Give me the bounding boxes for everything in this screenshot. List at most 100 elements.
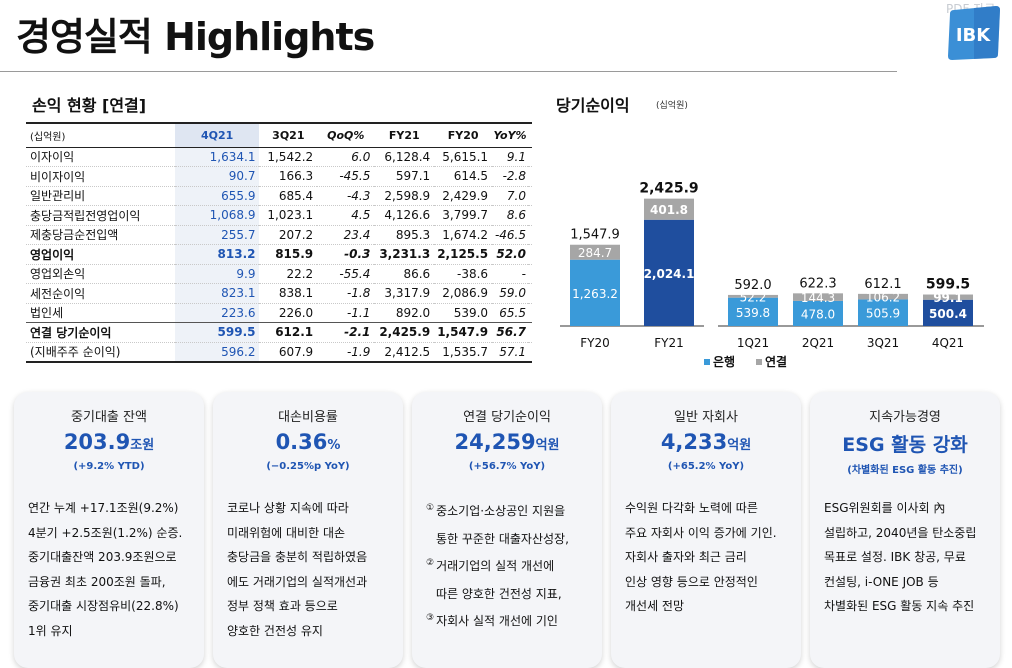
label-consol-fy21: 401.8 xyxy=(650,203,688,217)
cell-fy20: 2,086.9 xyxy=(434,283,493,304)
card-subtitle: (+9.2% YTD) xyxy=(73,461,145,472)
card-body-line: 정부 정책 효과 등으로 xyxy=(227,599,338,613)
income-table-title: 손익 현황 [연결] xyxy=(32,96,147,115)
kpi-card-net-income: 연결 당기순이익 24,259억원 (+56.7% YoY) ① 중소기업·소상공인 지… xyxy=(412,392,602,668)
table-row: 연결 당기순이익 599.5 612.1 -2.1 2,425.9 1,547.9 56.7 xyxy=(26,322,532,343)
tick-label-fy21: FY21 xyxy=(654,336,684,350)
list-marker: ② xyxy=(426,558,435,568)
card-body-line: 충당금을 충분히 적립하였음 xyxy=(227,550,368,564)
page-title: 경영실적 Highlights xyxy=(16,15,375,59)
cell-fy21: 2,598.9 xyxy=(374,186,435,206)
col-header-fy20: FY20 xyxy=(434,122,493,148)
kpi-card-esg: 지속가능경영 ESG 활동 강화 (차별화된 ESG 활동 추진) ESG위원회를 이… xyxy=(810,392,1000,668)
bar-bank-fy20 xyxy=(570,259,620,326)
bar-bank-fy21 xyxy=(644,219,694,326)
cell-4q21: 223.6 xyxy=(174,303,260,323)
table-row: 비이자이익 90.7 166.3 -45.5 597.1 614.5 -2.8 xyxy=(26,166,532,187)
label-consol-fy20: 284.7 xyxy=(578,246,612,260)
cell-3q21: 166.3 xyxy=(259,166,318,187)
card-body-line: 연간 누계 +17.1조원(9.2%) xyxy=(28,501,179,515)
cell-fy20: 2,125.5 xyxy=(434,244,493,265)
cell-qoq-pct: -55.4 xyxy=(317,264,375,284)
cell-fy20: 614.5 xyxy=(434,166,493,187)
cell-yoy-pct: -46.5 xyxy=(492,225,528,245)
list-text: 거래기업의 실적 개선에 xyxy=(436,559,555,573)
label-bank-1q21: 539.8 xyxy=(736,306,770,320)
row-label: 영업이익 xyxy=(26,244,175,265)
row-pad xyxy=(528,322,532,343)
card-body-line: 따른 양호한 건전성 지표, xyxy=(426,579,604,607)
bar-consol-fy21 xyxy=(644,198,694,220)
bar-bank-1q21 xyxy=(728,297,778,326)
table-row: 일반관리비 655.9 685.4 -4.3 2,598.9 2,429.9 7.0 xyxy=(26,186,532,206)
card-body-line: 미래위험에 대비한 대손 xyxy=(227,525,346,540)
cell-3q21: 815.9 xyxy=(259,244,318,265)
card-subtitle: (+56.7% YoY) xyxy=(468,461,546,472)
col-header-4q21: 4Q21 xyxy=(174,122,260,148)
cell-fy21: 892.0 xyxy=(374,303,435,323)
card-value-unit: 억원 xyxy=(727,438,752,453)
card-body-line: ② 거래기업의 실적 개선에 xyxy=(426,551,604,579)
card-body-line: 에도 거래기업의 실적개선과 xyxy=(227,574,368,589)
cell-4q21: 823.1 xyxy=(174,283,260,304)
cell-4q21: 596.2 xyxy=(174,342,260,363)
row-pad xyxy=(528,264,532,284)
title-divider xyxy=(0,71,897,72)
card-body: ESG위원회를 이사회 內 설립하고, 2040년을 탄소중립 목표로 설정. IB… xyxy=(824,496,1002,619)
row-label: 연결 당기순이익 xyxy=(26,322,175,343)
net-income-chart: 1,263.2 284.7 1,547.9 FY20 2,024.1 401.8 2,425… xyxy=(560,181,984,369)
cell-yoy-pct: -2.8 xyxy=(492,166,528,187)
label-total-fy20: 1,547.9 xyxy=(570,228,620,243)
card-value: 4,233억원 xyxy=(611,430,801,454)
cell-yoy-pct: 56.7 xyxy=(492,322,528,343)
card-body: ① 중소기업·소상공인 지원을 통한 꾸준한 대출자산성장, ② 거래기업의 실적 개선… xyxy=(426,496,604,634)
col-header-yoy: YoY% xyxy=(492,122,528,148)
list-text: 따른 양호한 건전성 지표, xyxy=(436,586,562,601)
card-value-number: 203.9 xyxy=(63,430,131,454)
cell-4q21: 599.5 xyxy=(174,322,260,343)
cell-qoq-pct: -45.5 xyxy=(317,166,375,187)
row-label: 제충당금순전입액 xyxy=(26,225,175,245)
table-row: 충당금적립전영업이익 1,068.9 1,023.1 4.5 4,126.6 3,799.… xyxy=(26,205,532,226)
card-title: 대손비용률 xyxy=(278,410,338,425)
card-value: 203.9조원 xyxy=(14,430,204,454)
row-pad xyxy=(528,244,532,265)
cell-4q21: 9.9 xyxy=(174,264,260,284)
cell-4q21: 1,634.1 xyxy=(174,147,260,167)
cell-4q21: 90.7 xyxy=(174,166,260,187)
cell-qoq-pct: 4.5 xyxy=(317,205,375,226)
cell-3q21: 612.1 xyxy=(259,322,318,343)
cell-yoy-pct: 57.1 xyxy=(492,342,528,363)
list-marker: ③ xyxy=(426,613,435,623)
row-label: 법인세 xyxy=(26,303,175,323)
table-row: 영업외손익 9.9 22.2 -55.4 86.6 -38.6- xyxy=(26,264,532,284)
card-body-line: 중기대출잔액 203.9조원으로 xyxy=(28,550,177,564)
card-value-number: ESG 활동 강화 xyxy=(842,434,968,456)
table-row: 제충당금순전입액 255.7 207.2 23.4 895.3 1,674.2 -46.5 xyxy=(26,225,532,245)
card-value-unit: % xyxy=(327,438,341,453)
col-header-3q21: 3Q21 xyxy=(259,122,318,148)
cell-fy20: 1,674.2 xyxy=(434,225,493,245)
row-pad xyxy=(528,303,532,323)
label-consol-3q21: 106.2 xyxy=(866,291,900,305)
cell-yoy-pct: 8.6 xyxy=(492,205,528,226)
card-title: 연결 당기순이익 xyxy=(463,410,551,425)
card-value: 24,259억원 xyxy=(412,430,602,454)
cell-3q21: 22.2 xyxy=(259,264,318,284)
table-row: 이자이익 1,634.1 1,542.2 6.0 6,128.4 5,615.1 9.1 xyxy=(26,147,532,167)
table-row: 영업이익 813.2 815.9 -0.3 3,231.3 2,125.5 52.0 xyxy=(26,244,532,265)
card-subtitle: (차별화된 ESG 활동 추진) xyxy=(847,465,963,476)
cell-3q21: 226.0 xyxy=(259,303,318,323)
label-total-3q21: 612.1 xyxy=(864,277,901,292)
income-table: (십억원) 4Q21 3Q21 QoQ% FY21 FY20 YoY% 이자이익… xyxy=(26,122,532,363)
cell-fy20: 539.0 xyxy=(434,303,493,323)
legend-label-consol: 연결 xyxy=(765,354,787,369)
row-pad xyxy=(528,186,532,206)
cell-fy21: 86.6 xyxy=(374,264,435,284)
tick-label-1q21: 1Q21 xyxy=(737,336,769,350)
cell-fy21: 6,128.4 xyxy=(374,147,435,167)
row-label: (지배주주 순이익) xyxy=(26,342,175,363)
card-title: 일반 자회사 xyxy=(674,410,738,425)
chart-unit: (십억원) xyxy=(656,101,688,111)
row-label: 비이자이익 xyxy=(26,166,175,187)
